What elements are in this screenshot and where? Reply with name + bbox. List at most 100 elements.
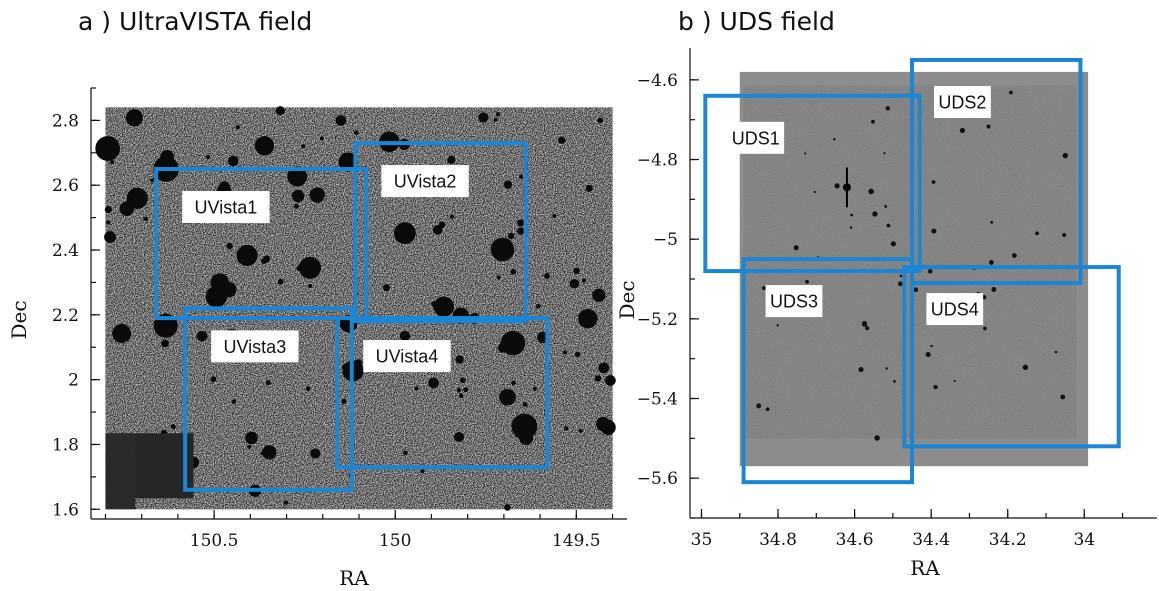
y-tick-label: −4.6 (637, 71, 678, 91)
source (872, 211, 878, 217)
masked-region (213, 298, 218, 304)
x-tick-label: 34 (1073, 530, 1095, 550)
masked-region (463, 387, 469, 393)
masked-region (170, 424, 176, 430)
source (885, 106, 890, 111)
masked-region (112, 324, 132, 343)
masked-region (598, 362, 610, 374)
x-tick-label: 34.8 (759, 530, 797, 550)
masked-region (532, 386, 537, 391)
source (871, 119, 875, 124)
y-tick-label: 2.6 (52, 176, 79, 196)
y-tick-label: −5 (653, 230, 678, 250)
masked-region (227, 155, 239, 167)
field-outline (910, 57, 1083, 285)
masked-region (490, 237, 515, 262)
masked-region (432, 225, 443, 235)
masked-region (277, 278, 284, 285)
source (990, 220, 994, 224)
masked-region (585, 184, 593, 192)
masked-region (335, 115, 347, 126)
source (953, 379, 956, 382)
masked-region (594, 375, 602, 382)
masked-region (433, 296, 454, 317)
masked-region (431, 301, 438, 308)
masked-region (338, 152, 358, 172)
field-outline (154, 167, 369, 321)
source (813, 190, 816, 194)
source (1022, 364, 1029, 370)
field-outline (741, 257, 915, 485)
y-tick-label: 1.8 (52, 435, 79, 455)
masked-region (301, 144, 306, 149)
field-label-box (211, 330, 299, 363)
masked-region (535, 303, 541, 309)
masked-region (500, 330, 526, 356)
source (874, 435, 880, 441)
source (893, 380, 896, 383)
masked-region (205, 154, 210, 160)
masked-region (104, 205, 112, 214)
masked-region (210, 376, 217, 383)
x-tick-label: 34.4 (912, 530, 950, 550)
source (804, 152, 807, 155)
masked-region (305, 386, 311, 391)
masked-region (298, 256, 322, 279)
field-label-box (727, 121, 785, 154)
masked-region (293, 203, 299, 209)
uds-axes: 35 34.8 34.6 34.4 34.2 34 −5.6 −5.4 −5.2 −5 −4.8 −4… (637, 48, 1157, 550)
masked-region (569, 279, 580, 289)
field-outline (902, 265, 1121, 449)
masked-region (110, 159, 115, 165)
source (988, 260, 994, 265)
masked-region (196, 330, 208, 342)
y-tick-label: 2.8 (52, 111, 79, 131)
masked-region (95, 136, 121, 161)
field-label: UDS2 (938, 92, 986, 112)
source (886, 223, 891, 228)
masked-region (574, 351, 581, 358)
masked-region (231, 399, 237, 404)
masked-region (247, 444, 252, 449)
masked-region (403, 450, 408, 456)
masked-region (522, 402, 528, 407)
masked-region (453, 431, 465, 443)
masked-region (235, 125, 240, 130)
x-tick-label: 34.6 (836, 530, 874, 550)
panel-uds: b ) UDS field 35 34.8 34.6 34.4 34.2 34 −5.6 −5… (615, 7, 1157, 580)
source (865, 325, 870, 331)
masked-region (309, 187, 326, 203)
source (776, 324, 779, 327)
masked-region (544, 273, 550, 279)
masked-region (310, 448, 321, 459)
masked-region (552, 213, 557, 218)
masked-region (420, 469, 425, 474)
masked-region (592, 288, 606, 303)
masked-region (438, 221, 446, 228)
field-label: UVista3 (224, 337, 287, 357)
y-tick-label: 1.6 (52, 500, 79, 520)
y-tick-label: −5.6 (637, 469, 678, 489)
masked-region (563, 426, 569, 431)
masked-region (319, 136, 324, 141)
masked-region (503, 180, 513, 189)
masked-region (399, 330, 411, 342)
field-outline (335, 316, 550, 470)
masked-region (511, 380, 516, 386)
masked-region (517, 219, 525, 227)
masked-region (582, 278, 587, 283)
source (897, 281, 903, 287)
x-tick-label: 150.5 (190, 531, 239, 551)
field-label: UVista2 (394, 172, 457, 192)
masked-region (504, 504, 511, 511)
source (930, 344, 933, 348)
source (833, 138, 836, 141)
source (931, 228, 937, 234)
masked-region (104, 231, 116, 243)
x-tick-label: 150 (379, 531, 411, 551)
y-tick-label: −4.8 (637, 151, 678, 171)
field-label-box (934, 85, 991, 118)
masked-region (291, 189, 305, 203)
masked-region (275, 106, 285, 116)
masked-region (287, 166, 308, 187)
